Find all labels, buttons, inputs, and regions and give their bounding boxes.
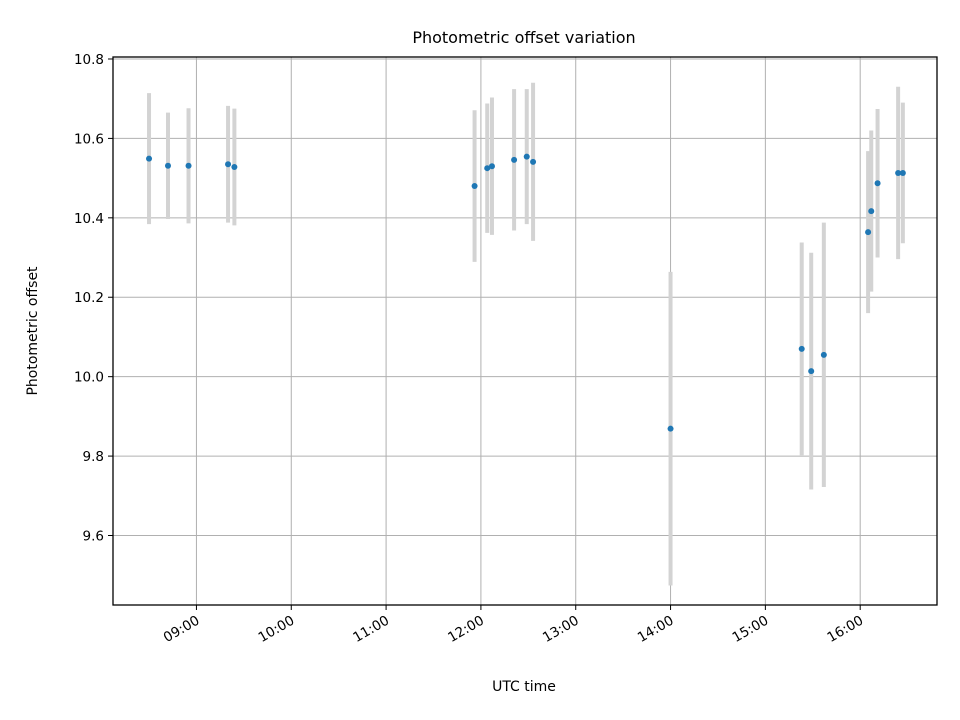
x-tick-label: 15:00: [730, 613, 772, 646]
x-tick-label: 16:00: [825, 613, 867, 646]
y-tick-label: 10.0: [74, 370, 104, 386]
data-point: [667, 425, 674, 432]
data-point: [164, 162, 171, 169]
x-tick-label: 10:00: [256, 613, 298, 646]
y-tick-label: 10.8: [74, 52, 104, 68]
y-axis-label: Photometric offset: [25, 266, 41, 396]
y-tick-label: 9.6: [83, 529, 104, 545]
data-point: [225, 161, 232, 168]
data-point: [471, 183, 478, 190]
x-tick-label: 11:00: [350, 613, 392, 646]
x-axis-label: UTC time: [492, 679, 556, 695]
data-point: [511, 156, 518, 163]
plot-frame: [112, 56, 938, 606]
y-tick-label: 10.4: [74, 211, 104, 227]
y-tick-label: 10.6: [74, 131, 104, 147]
data-point: [523, 153, 530, 160]
data-point: [865, 229, 872, 236]
data-point: [484, 165, 491, 172]
x-axis-ticks: 09:00 10:00 11:00 12:00 13:00 14:00 15:00 16:00: [161, 605, 866, 646]
data-point: [488, 163, 495, 170]
x-tick-label: 14:00: [635, 613, 677, 646]
data-point: [798, 345, 805, 352]
data-point: [899, 169, 906, 176]
y-tick-label: 9.8: [83, 449, 104, 465]
y-axis-ticks: 9.6 9.8 10.0 10.2 10.4 10.6 10.8: [74, 52, 113, 545]
data-point: [530, 158, 537, 165]
x-tick-label: 12:00: [445, 613, 487, 646]
data-point: [231, 163, 238, 170]
chart-title: Photometric offset variation: [412, 28, 635, 47]
data-points: [146, 153, 906, 432]
data-point: [895, 169, 902, 176]
data-point: [820, 351, 827, 358]
data-point: [185, 162, 192, 169]
data-point: [868, 208, 875, 215]
y-tick-label: 10.2: [74, 290, 104, 306]
data-point: [874, 180, 881, 187]
x-tick-label: 13:00: [540, 613, 582, 646]
x-tick-label: 09:00: [161, 613, 203, 646]
data-point: [146, 155, 153, 162]
data-point: [808, 368, 815, 375]
